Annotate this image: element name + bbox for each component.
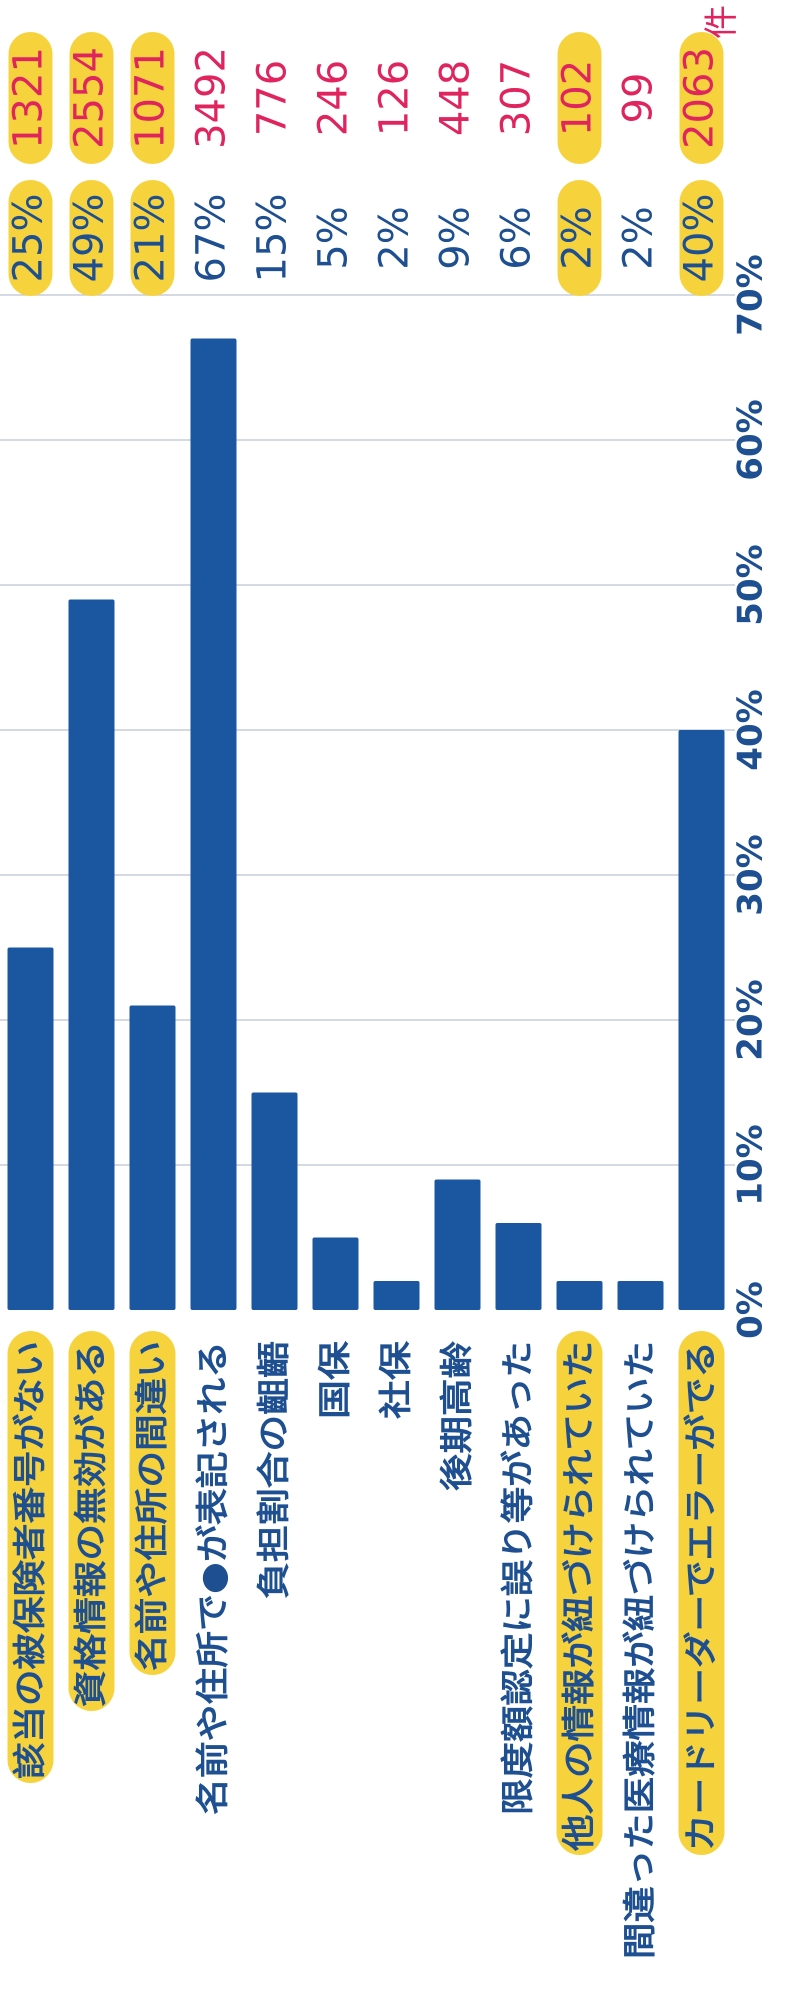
bar [312, 1237, 359, 1310]
category-highlight [556, 1331, 603, 1855]
bar [251, 1092, 298, 1310]
count-label: 448 [433, 60, 479, 136]
count-highlight [679, 32, 724, 164]
percent-label: 15% [250, 194, 296, 283]
count-label: 307 [494, 60, 540, 136]
percent-label: 67% [189, 194, 235, 283]
category-label: 資格情報の無効がある [71, 1341, 110, 1707]
bar [678, 730, 725, 1310]
percent-labels: 25% 49% 21% 67% 15% 5% 2% 9% 6% 2% 2% 40% [6, 180, 724, 296]
category-label: 負担割合の齟齬 [254, 1341, 293, 1599]
percent-label: 9% [433, 206, 479, 269]
category-label: 他人の情報が紐づけられていた [559, 1341, 598, 1852]
category-labels: 該当の被保険者番号がない 資格情報の無効がある 名前や住所の間違い 名前や住所で●が表… [7, 1331, 725, 1959]
percent-label: 2% [372, 206, 418, 269]
count-label: 2554 [67, 47, 113, 149]
axis-tick-label: 40% [731, 689, 771, 770]
count-label: 776 [250, 60, 296, 136]
count-label: 1321 [6, 47, 52, 149]
axis-tick-label: 50% [731, 544, 771, 625]
category-highlight [678, 1331, 725, 1855]
percent-label: 25% [6, 194, 52, 283]
count-label: 1071 [128, 47, 174, 149]
category-label: カードリーダーでエラーがでる [681, 1341, 720, 1851]
axis-tick-label: 70% [731, 254, 771, 335]
percent-highlight [679, 180, 724, 296]
count-highlight [8, 32, 53, 164]
count-label: 2063 [677, 47, 723, 149]
bar [495, 1223, 542, 1310]
bars-layer [7, 338, 725, 1310]
category-label: 限度額認定に誤り等があった [498, 1341, 537, 1815]
axis-tick-label: 20% [731, 979, 771, 1060]
count-label: 99 [616, 73, 662, 124]
grid-layer [0, 294, 735, 1166]
percent-highlight [69, 180, 114, 296]
percent-label: 5% [311, 206, 357, 269]
percent-label: 49% [67, 194, 113, 283]
axis-tick-label: 60% [731, 399, 771, 480]
bar [373, 1281, 420, 1310]
category-label: 後期高齢 [437, 1341, 476, 1491]
axis-tick-label: 10% [731, 1124, 771, 1205]
category-highlight [68, 1331, 115, 1711]
category-highlight [129, 1331, 176, 1675]
count-label: 126 [372, 60, 418, 136]
percent-highlight [130, 180, 175, 296]
percent-highlight [557, 180, 602, 296]
count-highlight [130, 32, 175, 164]
category-label: 間違った医療情報が紐づけられていた [620, 1341, 659, 1959]
axis-tick-label: 0% [731, 1281, 771, 1339]
percent-highlight [8, 180, 53, 296]
bar [190, 338, 237, 1310]
category-label: 国保 [315, 1340, 354, 1419]
percent-label: 6% [494, 206, 540, 269]
bar [556, 1281, 603, 1310]
count-labels: 1321 2554 1071 3492 776 246 126 448 307 102 99 2063 [6, 32, 724, 164]
category-label: 名前や住所の間違い [132, 1341, 171, 1671]
axis-tick-label: 30% [731, 834, 771, 915]
axis-layer: 0% 10% 20% 30% 40% 50% 60% 70% [731, 254, 771, 1339]
category-label: 名前や住所で●が表記される [193, 1341, 232, 1815]
count-label: 102 [555, 60, 601, 136]
percent-label: 21% [128, 194, 174, 283]
category-label: 社保 [376, 1340, 415, 1419]
bar [434, 1179, 481, 1310]
count-label: 3492 [189, 47, 235, 149]
count-unit-label: 件 [702, 5, 742, 39]
category-label: 該当の被保険者番号がない [10, 1341, 49, 1779]
bar [7, 947, 54, 1310]
percent-label: 40% [677, 194, 723, 283]
percent-label: 2% [616, 206, 662, 269]
bar [129, 1005, 176, 1310]
count-label: 246 [311, 60, 357, 136]
count-highlight [557, 32, 602, 164]
category-highlight [7, 1331, 54, 1783]
percent-label: 2% [555, 206, 601, 269]
count-highlight [69, 32, 114, 164]
bar [617, 1281, 664, 1310]
bar [68, 599, 115, 1310]
